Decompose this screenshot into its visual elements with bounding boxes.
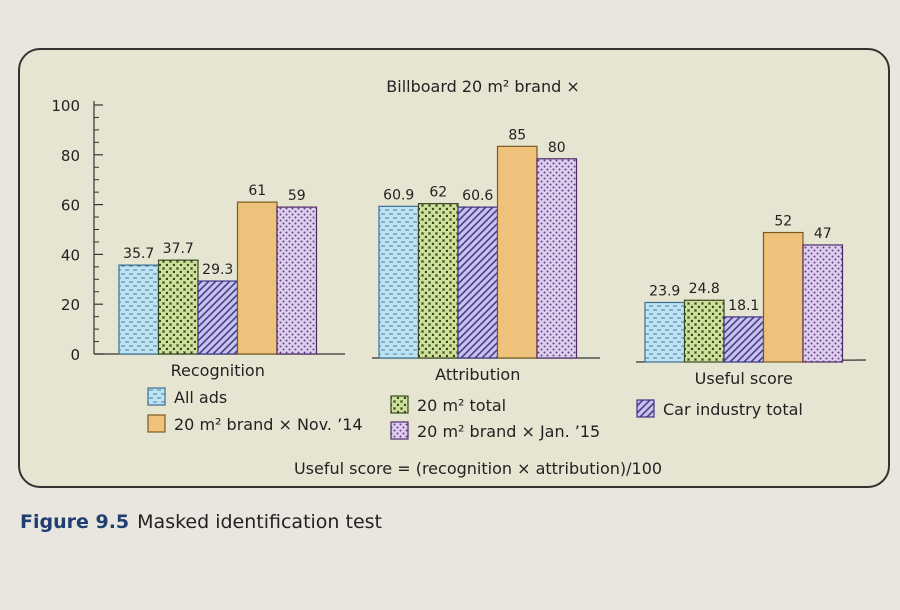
bar-value-label: 62 — [429, 185, 447, 201]
bar-value-label: 23.9 — [649, 283, 680, 299]
bar — [723, 316, 765, 363]
chart-title: Billboard 20 m² brand × — [386, 77, 579, 96]
bar-value-label: 60.6 — [462, 188, 493, 204]
bar — [417, 203, 459, 359]
legend-label: 20 m² total — [417, 396, 506, 415]
figure-caption: Figure 9.5 Masked identification test — [20, 511, 382, 533]
y-tick-label: 20 — [61, 296, 80, 314]
bar — [644, 301, 686, 363]
figure-label: Figure 9.5 — [20, 511, 130, 533]
bar — [496, 145, 538, 359]
x-category-label: Recognition — [171, 361, 265, 380]
legend-item: 20 m² brand × Jan. ’15 — [390, 421, 600, 441]
y-tick-label: 80 — [61, 147, 80, 165]
bar-value-label: 35.7 — [123, 246, 154, 262]
legend-item: Car industry total — [636, 399, 803, 419]
bar-value-label: 61 — [248, 183, 266, 199]
y-tick-label: 100 — [51, 97, 80, 115]
bar-value-label: 24.8 — [689, 281, 720, 297]
legend-item: 20 m² total — [390, 395, 506, 415]
bar — [157, 259, 199, 355]
legend-label: 20 m² brand × Nov. ’14 — [174, 415, 363, 434]
bar — [276, 206, 318, 355]
bar — [536, 158, 578, 359]
bar — [378, 205, 420, 359]
legend-swatch — [147, 387, 166, 406]
bar-value-label: 52 — [774, 214, 792, 230]
x-category-label: Attribution — [435, 365, 520, 384]
legend-swatch — [636, 399, 655, 418]
legend-label: Car industry total — [663, 400, 803, 419]
y-tick-label: 40 — [61, 246, 80, 264]
legend-swatch — [390, 421, 409, 440]
figure-title: Masked identification test — [137, 511, 382, 533]
chart-footnote: Useful score = (recognition × attributio… — [294, 459, 662, 478]
y-tick-label: 60 — [61, 197, 80, 215]
bar-value-label: 37.7 — [163, 241, 194, 257]
bar — [197, 280, 239, 355]
bar-value-label: 60.9 — [383, 187, 414, 203]
bar — [762, 231, 804, 363]
legend-swatch — [390, 395, 409, 414]
bar-value-label: 47 — [814, 226, 832, 242]
bar — [683, 299, 725, 363]
legend-label: All ads — [174, 388, 227, 407]
bar-value-label: 80 — [548, 140, 566, 156]
bar-value-label: 85 — [508, 127, 526, 143]
legend-item: All ads — [147, 387, 227, 407]
bar-value-label: 29.3 — [202, 262, 233, 278]
legend-item: 20 m² brand × Nov. ’14 — [147, 414, 363, 434]
y-tick-label: 0 — [70, 346, 80, 364]
bar — [236, 201, 278, 355]
bar-value-label: 18.1 — [728, 298, 759, 314]
x-category-label: Useful score — [695, 369, 793, 388]
legend-label: 20 m² brand × Jan. ’15 — [417, 422, 600, 441]
bar — [802, 244, 844, 363]
bar — [118, 264, 160, 355]
bar — [457, 206, 499, 359]
legend-swatch — [147, 414, 166, 433]
bar-value-label: 59 — [288, 188, 306, 204]
